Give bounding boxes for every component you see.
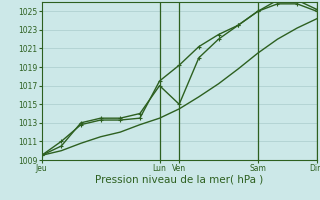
X-axis label: Pression niveau de la mer( hPa ): Pression niveau de la mer( hPa ) [95, 175, 263, 185]
